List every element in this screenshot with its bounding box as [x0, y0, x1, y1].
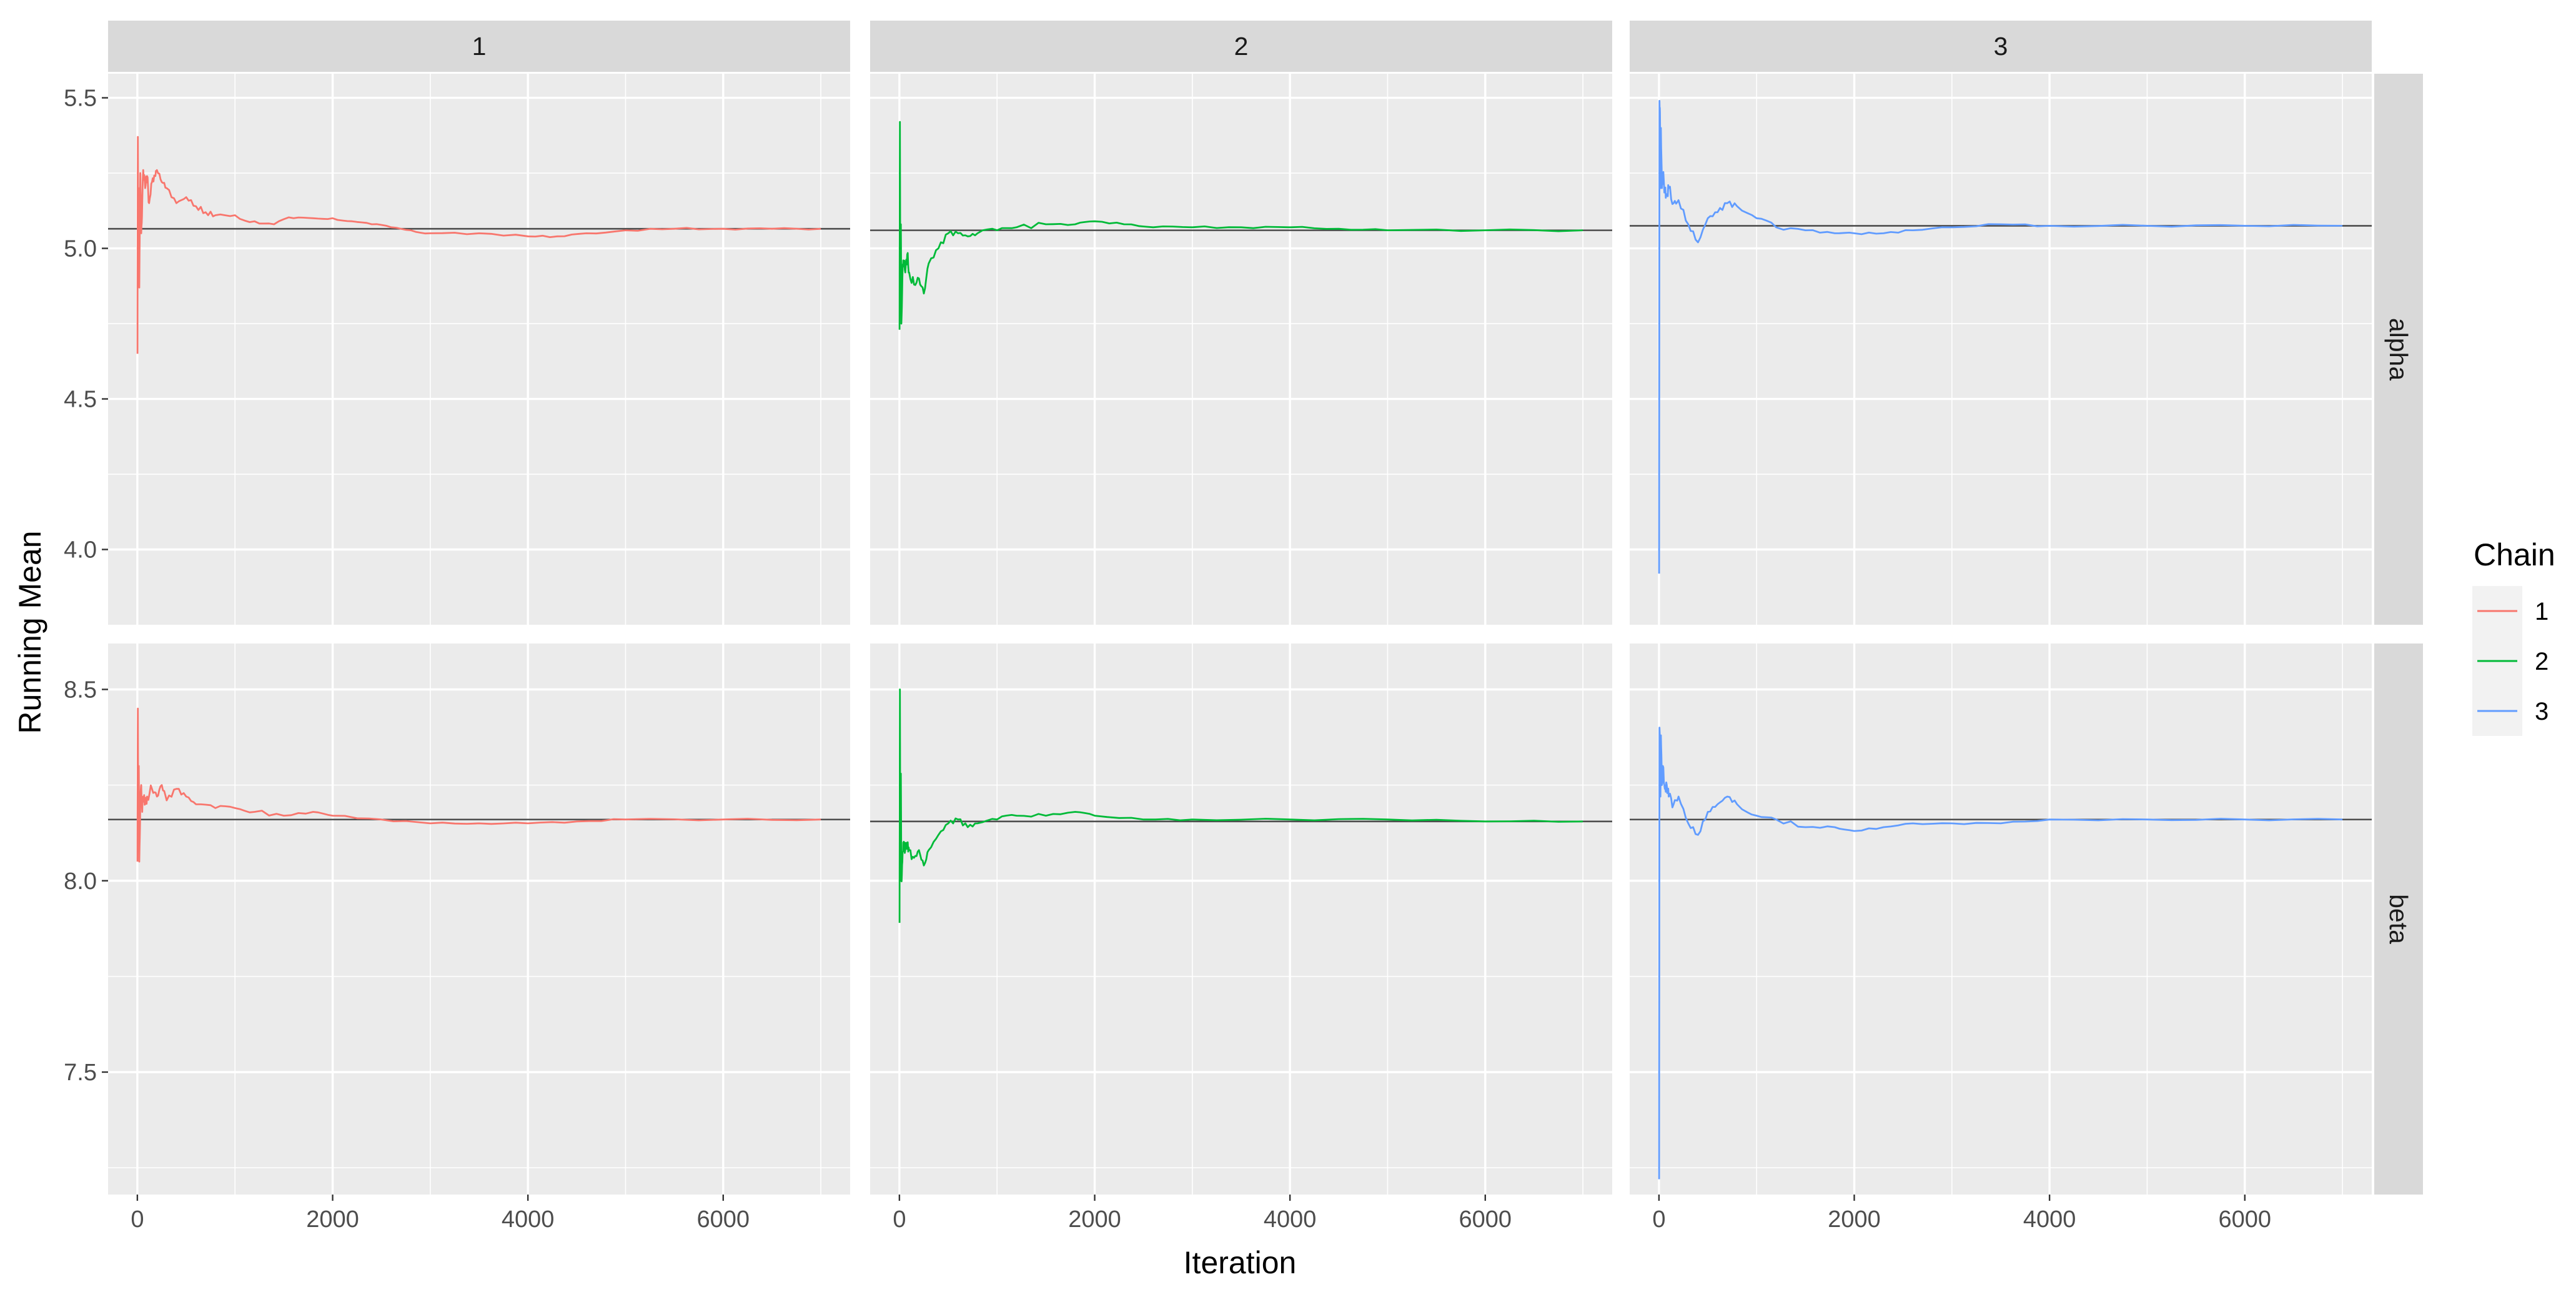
- row-strip-alpha: alpha: [2374, 74, 2423, 625]
- column-strip-label: 2: [1234, 32, 1249, 61]
- series-2-line: [898, 688, 1583, 923]
- panel-background: [1630, 644, 2372, 1195]
- row-strip-background: [2374, 74, 2423, 625]
- legend-label: 2: [2535, 648, 2549, 675]
- panel-background: [1630, 74, 2372, 625]
- x-tick-label: 4000: [2023, 1206, 2076, 1233]
- x-tick-label: 0: [893, 1206, 906, 1233]
- y-tick-label: 5.0: [64, 236, 97, 262]
- column-strip-3: 3: [1630, 21, 2372, 72]
- y-tick-label: 4.0: [64, 537, 97, 564]
- legend-title: Chain: [2474, 537, 2555, 572]
- y-tick-label: 5.5: [64, 86, 97, 112]
- panel-beta-3: [1630, 644, 2372, 1195]
- x-tick-label: 6000: [1459, 1206, 1512, 1233]
- column-strip-label: 3: [1994, 32, 2008, 61]
- panel-beta-1: [108, 644, 850, 1195]
- x-tick-label: 6000: [2219, 1206, 2272, 1233]
- panel-background: [108, 74, 850, 625]
- x-tick-label: 2000: [1828, 1206, 1881, 1233]
- series-3-line: [1658, 727, 2343, 1180]
- x-tick-label: 4000: [1264, 1206, 1317, 1233]
- y-tick-label: 8.0: [64, 868, 97, 895]
- panel-background: [108, 644, 850, 1195]
- y-tick-label: 8.5: [64, 677, 97, 703]
- axes: 4.0 4.5 5.0 5.5 7.5 8.0 8.5 0 2000 4000 6000 0 2000 4…: [64, 86, 2271, 1233]
- panel-background: [870, 74, 1612, 625]
- panel-alpha-2: [870, 74, 1612, 625]
- row-strip-label: alpha: [2384, 318, 2413, 381]
- legend-label: 1: [2535, 598, 2549, 625]
- row-strip-label: beta: [2384, 894, 2413, 944]
- row-strip-beta: beta: [2374, 644, 2423, 1195]
- x-tick-label: 0: [1652, 1206, 1665, 1233]
- x-axis-title: Iteration: [1184, 1245, 1297, 1280]
- column-strip-2: 2: [870, 21, 1612, 72]
- series-3-line: [1658, 100, 2343, 574]
- facet-panels: [108, 74, 2372, 1195]
- column-strip-background: [108, 21, 850, 72]
- panel-alpha-1: [108, 74, 850, 625]
- x-tick-label: 6000: [697, 1206, 750, 1233]
- legend-entry-2: 2: [2472, 636, 2549, 686]
- legend-label: 3: [2535, 698, 2549, 725]
- series-1-line: [136, 136, 821, 354]
- x-tick-label: 2000: [1068, 1206, 1121, 1233]
- series-2-line: [898, 121, 1583, 330]
- legend: Chain 1 2 3: [2472, 537, 2555, 737]
- panel-beta-2: [870, 644, 1612, 1195]
- x-tick-label: 4000: [502, 1206, 555, 1233]
- column-strip-background: [1630, 21, 2372, 72]
- column-strip-label: 1: [472, 32, 487, 61]
- column-strip-background: [870, 21, 1612, 72]
- y-axis-title: Running Mean: [12, 530, 47, 733]
- y-tick-label: 7.5: [64, 1060, 97, 1086]
- facet-strips: alpha beta 1 2 3: [108, 21, 2423, 1195]
- x-tick-label: 0: [131, 1206, 144, 1233]
- panel-background: [870, 644, 1612, 1195]
- row-strip-background: [2374, 644, 2423, 1195]
- legend-entry-1: 1: [2472, 586, 2549, 636]
- series-1-line: [136, 707, 821, 863]
- x-tick-label: 2000: [306, 1206, 359, 1233]
- y-tick-label: 4.5: [64, 387, 97, 413]
- legend-entry-3: 3: [2472, 686, 2549, 736]
- column-strip-1: 1: [108, 21, 850, 72]
- panel-alpha-3: [1630, 74, 2372, 625]
